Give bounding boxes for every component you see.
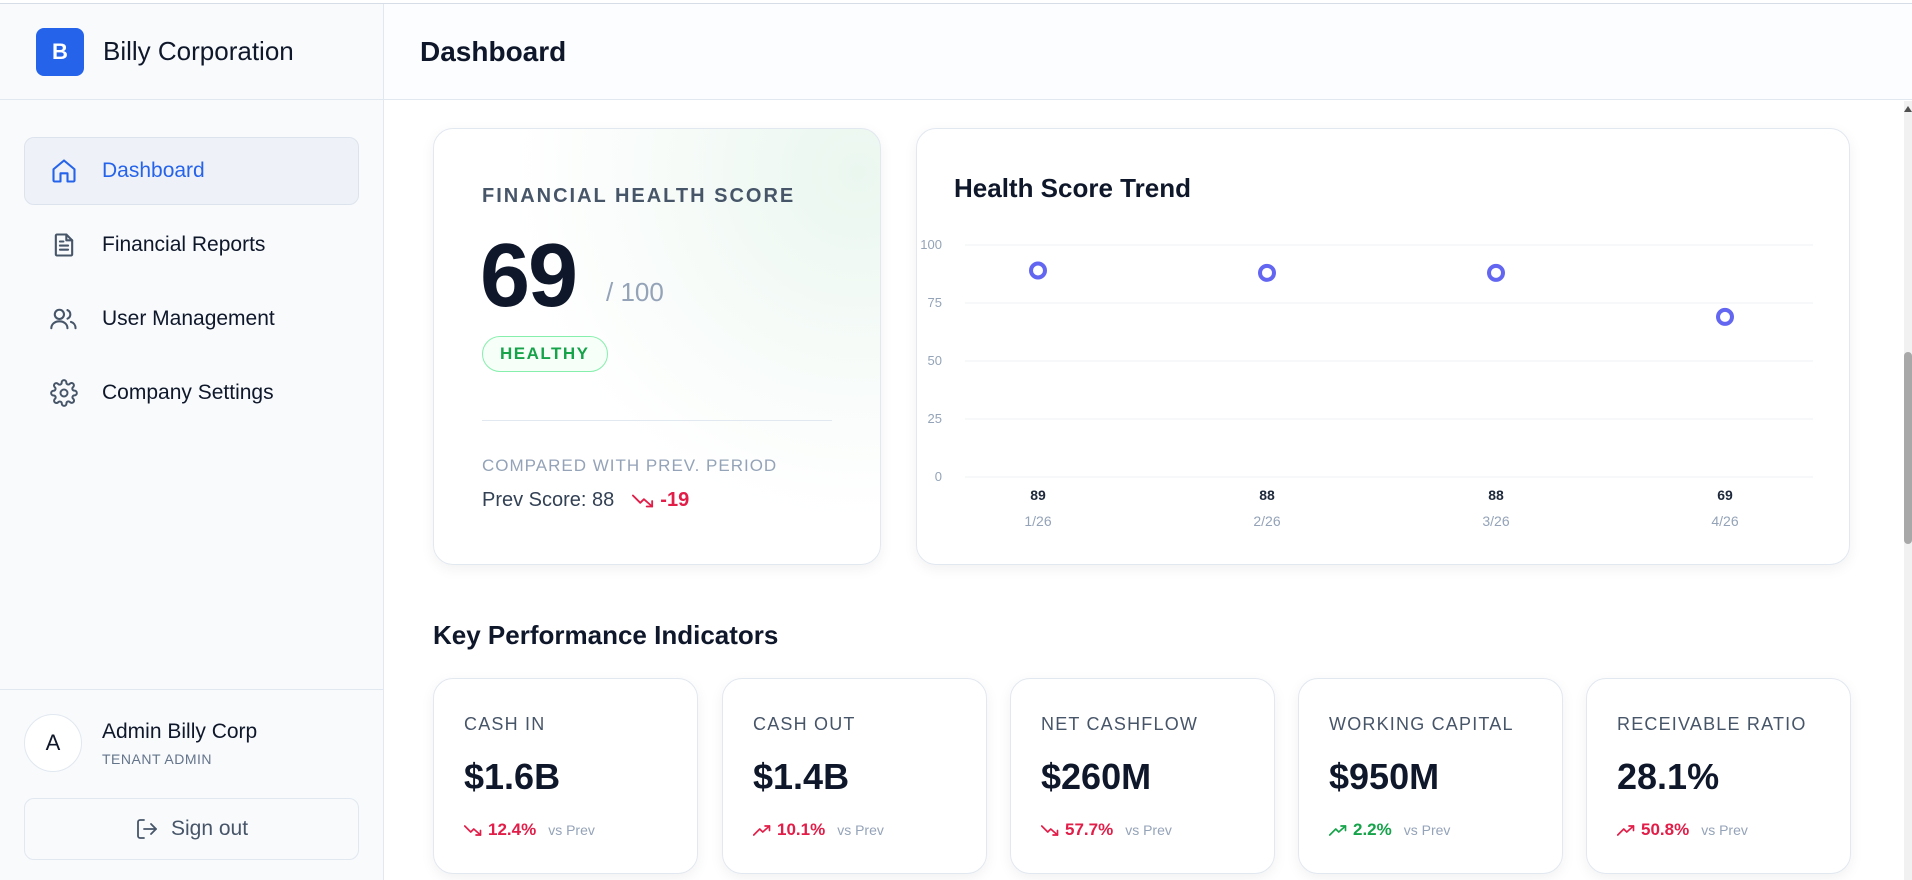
- trend-chart: 0 25 50 75 100 89 1/26 88 2/26 88 3/26 69 4/26: [920, 237, 1813, 529]
- page-header: Dashboard: [384, 4, 1912, 100]
- kpi-label: WORKING CAPITAL: [1329, 714, 1514, 734]
- kpi-change-percent: 57.7%: [1065, 820, 1114, 839]
- previous-score-row: Prev Score: 88 -19: [482, 489, 689, 512]
- kpi-change-percent: 50.8%: [1641, 820, 1690, 839]
- avatar: A: [24, 714, 82, 772]
- kpi-change-percent: 10.1%: [777, 820, 826, 839]
- y-tick-label: 50: [928, 353, 942, 368]
- sidebar-item-financial-reports[interactable]: Financial Reports: [24, 211, 359, 279]
- score-delta-value: -19: [660, 489, 690, 511]
- trending-down-icon: [1041, 824, 1059, 836]
- x-tick-label: 1/26: [1024, 513, 1051, 529]
- kpi-change: 57.7% vs Prev: [1041, 820, 1172, 840]
- trending-up-icon: [1329, 824, 1347, 836]
- kpi-vs-label: vs Prev: [548, 822, 595, 838]
- trending-up-icon: [1617, 824, 1635, 836]
- y-tick-label: 75: [928, 295, 942, 310]
- kpi-change: 12.4% vs Prev: [464, 820, 595, 840]
- sign-out-label: Sign out: [170, 817, 249, 840]
- score-delta: -19: [632, 489, 689, 512]
- user-role: TENANT ADMIN: [102, 750, 212, 767]
- trend-chart-title: Health Score Trend: [954, 173, 1191, 203]
- kpi-value: 28.1%: [1617, 756, 1720, 797]
- health-score-trend-card: Health Score Trend 0 25 50 75 100 89 1/26 88 2/2…: [916, 128, 1850, 565]
- sidebar-item-label: Dashboard: [102, 159, 205, 182]
- data-point[interactable]: [1716, 307, 1734, 326]
- kpi-change: 50.8% vs Prev: [1617, 820, 1748, 840]
- kpi-label: CASH OUT: [753, 714, 856, 734]
- kpi-card-cash-in: CASH IN $1.6B 12.4% vs Prev: [433, 678, 698, 874]
- kpi-vs-label: vs Prev: [1125, 822, 1172, 838]
- main-content: FINANCIAL HEALTH SCORE 69 / 100 HEALTHY …: [385, 101, 1904, 880]
- scrollbar-thumb[interactable]: [1904, 352, 1912, 544]
- previous-score: Prev Score: 88: [482, 489, 615, 511]
- kpi-change: 10.1% vs Prev: [753, 820, 884, 840]
- kpi-label: CASH IN: [464, 714, 546, 734]
- kpi-section-title: Key Performance Indicators: [433, 620, 779, 650]
- home-icon: [49, 156, 79, 186]
- kpi-label: NET CASHFLOW: [1041, 714, 1199, 734]
- kpi-vs-label: vs Prev: [1701, 822, 1748, 838]
- trending-down-icon: [464, 824, 482, 836]
- sidebar-item-label: User Management: [102, 307, 275, 330]
- user-name: Admin Billy Corp: [102, 719, 258, 743]
- data-value-label: 89: [1030, 487, 1046, 503]
- trending-down-icon: [632, 494, 654, 507]
- sidebar-item-user-management[interactable]: User Management: [24, 285, 359, 353]
- sidebar-item-company-settings[interactable]: Company Settings: [24, 359, 359, 427]
- trending-up-icon: [753, 824, 771, 836]
- users-icon: [49, 304, 79, 334]
- user-profile[interactable]: A Admin Billy Corp TENANT ADMIN: [24, 714, 257, 772]
- x-tick-label: 3/26: [1482, 513, 1509, 529]
- health-score-max: / 100: [606, 277, 664, 307]
- kpi-vs-label: vs Prev: [1403, 822, 1451, 838]
- document-icon: [49, 230, 79, 260]
- scroll-up-arrow-icon[interactable]: [1904, 103, 1912, 115]
- kpi-label: RECEIVABLE RATIO: [1617, 714, 1807, 734]
- y-tick-label: 0: [935, 469, 942, 484]
- y-tick-label: 100: [920, 237, 942, 252]
- kpi-value: $260M: [1041, 756, 1152, 797]
- kpi-change-percent: 2.2%: [1353, 820, 1392, 839]
- sidebar-footer: A Admin Billy Corp TENANT ADMIN Sign out: [0, 689, 383, 880]
- kpi-card-working-capital: WORKING CAPITAL $950M 2.2% vs Prev: [1298, 678, 1563, 874]
- kpi-change-percent: 12.4%: [488, 820, 537, 839]
- sign-out-button[interactable]: Sign out: [24, 798, 359, 860]
- kpi-change: 2.2% vs Prev: [1329, 820, 1450, 840]
- y-tick-label: 25: [928, 411, 942, 426]
- kpi-value: $950M: [1329, 756, 1440, 797]
- divider: [482, 420, 832, 421]
- gear-icon: [49, 378, 79, 408]
- sidebar-item-dashboard[interactable]: Dashboard: [24, 137, 359, 205]
- data-value-label: 88: [1259, 487, 1275, 503]
- kpi-card-cash-out: CASH OUT $1.4B 10.1% vs Prev: [722, 678, 987, 874]
- data-point[interactable]: [1258, 263, 1276, 282]
- x-tick-label: 4/26: [1711, 513, 1738, 529]
- health-score-value: 69: [480, 226, 578, 326]
- kpi-vs-label: vs Prev: [837, 822, 884, 838]
- sidebar-item-label: Financial Reports: [102, 233, 266, 256]
- health-card-title: FINANCIAL HEALTH SCORE: [482, 185, 796, 207]
- kpi-card-receivable-ratio: RECEIVABLE RATIO 28.1% 50.8% vs Prev: [1586, 678, 1851, 874]
- sidebar: B Billy Corporation Dashboard Financial …: [0, 4, 384, 880]
- sign-out-icon: [135, 817, 159, 841]
- brand-name: Billy Corporation: [103, 36, 294, 66]
- brand-logo: B: [36, 27, 84, 76]
- window-top-border: [0, 0, 1912, 4]
- x-tick-label: 2/26: [1253, 513, 1280, 529]
- kpi-value: $1.4B: [753, 756, 850, 797]
- status-badge: HEALTHY: [482, 336, 608, 372]
- sidebar-nav: Dashboard Financial Reports User Managem…: [0, 100, 383, 427]
- sidebar-item-label: Company Settings: [102, 381, 274, 404]
- data-value-label: 69: [1717, 487, 1733, 503]
- data-point[interactable]: [1029, 261, 1047, 280]
- kpi-value: $1.6B: [464, 756, 561, 797]
- data-value-label: 88: [1488, 487, 1504, 503]
- financial-health-card: FINANCIAL HEALTH SCORE 69 / 100 HEALTHY …: [433, 128, 881, 565]
- brand[interactable]: B Billy Corporation: [0, 4, 383, 100]
- page-title: Dashboard: [420, 35, 567, 67]
- compare-label: COMPARED WITH PREV. PERIOD: [482, 456, 778, 475]
- data-point[interactable]: [1487, 263, 1505, 282]
- kpi-card-net-cashflow: NET CASHFLOW $260M 57.7% vs Prev: [1010, 678, 1275, 874]
